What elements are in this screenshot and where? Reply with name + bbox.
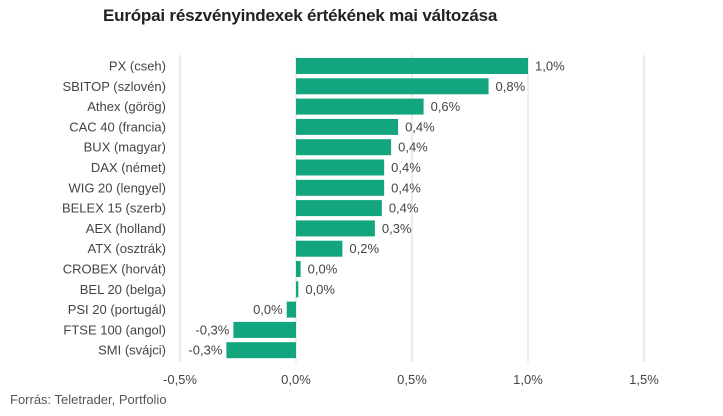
bar	[226, 342, 296, 359]
category-label: BUX (magyar)	[84, 140, 166, 155]
bar	[233, 321, 296, 338]
bar	[296, 139, 392, 156]
x-tick-label: -0,5%	[163, 372, 197, 387]
bar	[296, 98, 424, 115]
data-label: 0,0%	[253, 302, 283, 317]
data-label: 1,0%	[535, 59, 565, 74]
bars	[226, 58, 528, 359]
data-label: 0,0%	[305, 282, 335, 297]
bar	[296, 159, 385, 176]
bar	[296, 78, 489, 95]
category-label: DAX (német)	[91, 160, 166, 175]
data-label: 0,4%	[398, 140, 428, 155]
bar	[286, 301, 296, 318]
bar	[296, 220, 375, 237]
bar	[296, 200, 382, 217]
bar	[296, 261, 301, 277]
data-label: -0,3%	[188, 343, 222, 358]
x-tick-label: 1,5%	[629, 372, 659, 387]
data-label: 0,8%	[496, 79, 526, 94]
data-label: 0,3%	[382, 221, 412, 236]
x-tick-label: 1,0%	[513, 372, 543, 387]
category-label: WIG 20 (lengyel)	[68, 180, 166, 195]
category-label: AEX (holland)	[86, 221, 166, 236]
category-label: Athex (görög)	[87, 99, 166, 114]
data-label: 0,2%	[349, 241, 379, 256]
category-label: ATX (osztrák)	[88, 241, 167, 256]
data-label: 0,4%	[391, 160, 421, 175]
category-label: PX (cseh)	[109, 59, 166, 74]
category-label: BEL 20 (belga)	[80, 282, 166, 297]
data-label: 0,4%	[391, 180, 421, 195]
data-label: 0,4%	[405, 119, 435, 134]
x-tick-label: 0,0%	[281, 372, 311, 387]
bar	[296, 179, 385, 196]
bar	[296, 240, 343, 257]
data-label: 0,4%	[389, 201, 419, 216]
source-note: Forrás: Teletrader, Portfolio	[10, 392, 167, 407]
data-label: 0,6%	[431, 99, 461, 114]
data-label: -0,3%	[195, 322, 229, 337]
category-label: CROBEX (horvát)	[63, 262, 166, 277]
data-label: 0,0%	[308, 262, 338, 277]
bar-chart: -0,5% 0,0% 0,5% 1,0% 1,5% PX (cseh) 1,0% SBITOP…	[62, 55, 659, 388]
category-label: BELEX 15 (szerb)	[62, 201, 166, 216]
category-label: SMI (svájci)	[98, 343, 166, 358]
labels: -0,5% 0,0% 0,5% 1,0% 1,5% PX (cseh) 1,0% SBITOP…	[62, 59, 659, 388]
x-tick-label: 0,5%	[397, 372, 427, 387]
category-label: FTSE 100 (angol)	[63, 322, 166, 337]
category-label: PSI 20 (portugál)	[68, 302, 166, 317]
bar	[296, 118, 399, 135]
chart-title: Európai részvényindexek értékének mai vá…	[103, 6, 498, 25]
category-label: CAC 40 (francia)	[69, 119, 166, 134]
bar	[296, 58, 528, 74]
category-label: SBITOP (szlovén)	[62, 79, 166, 94]
bar	[296, 281, 299, 298]
